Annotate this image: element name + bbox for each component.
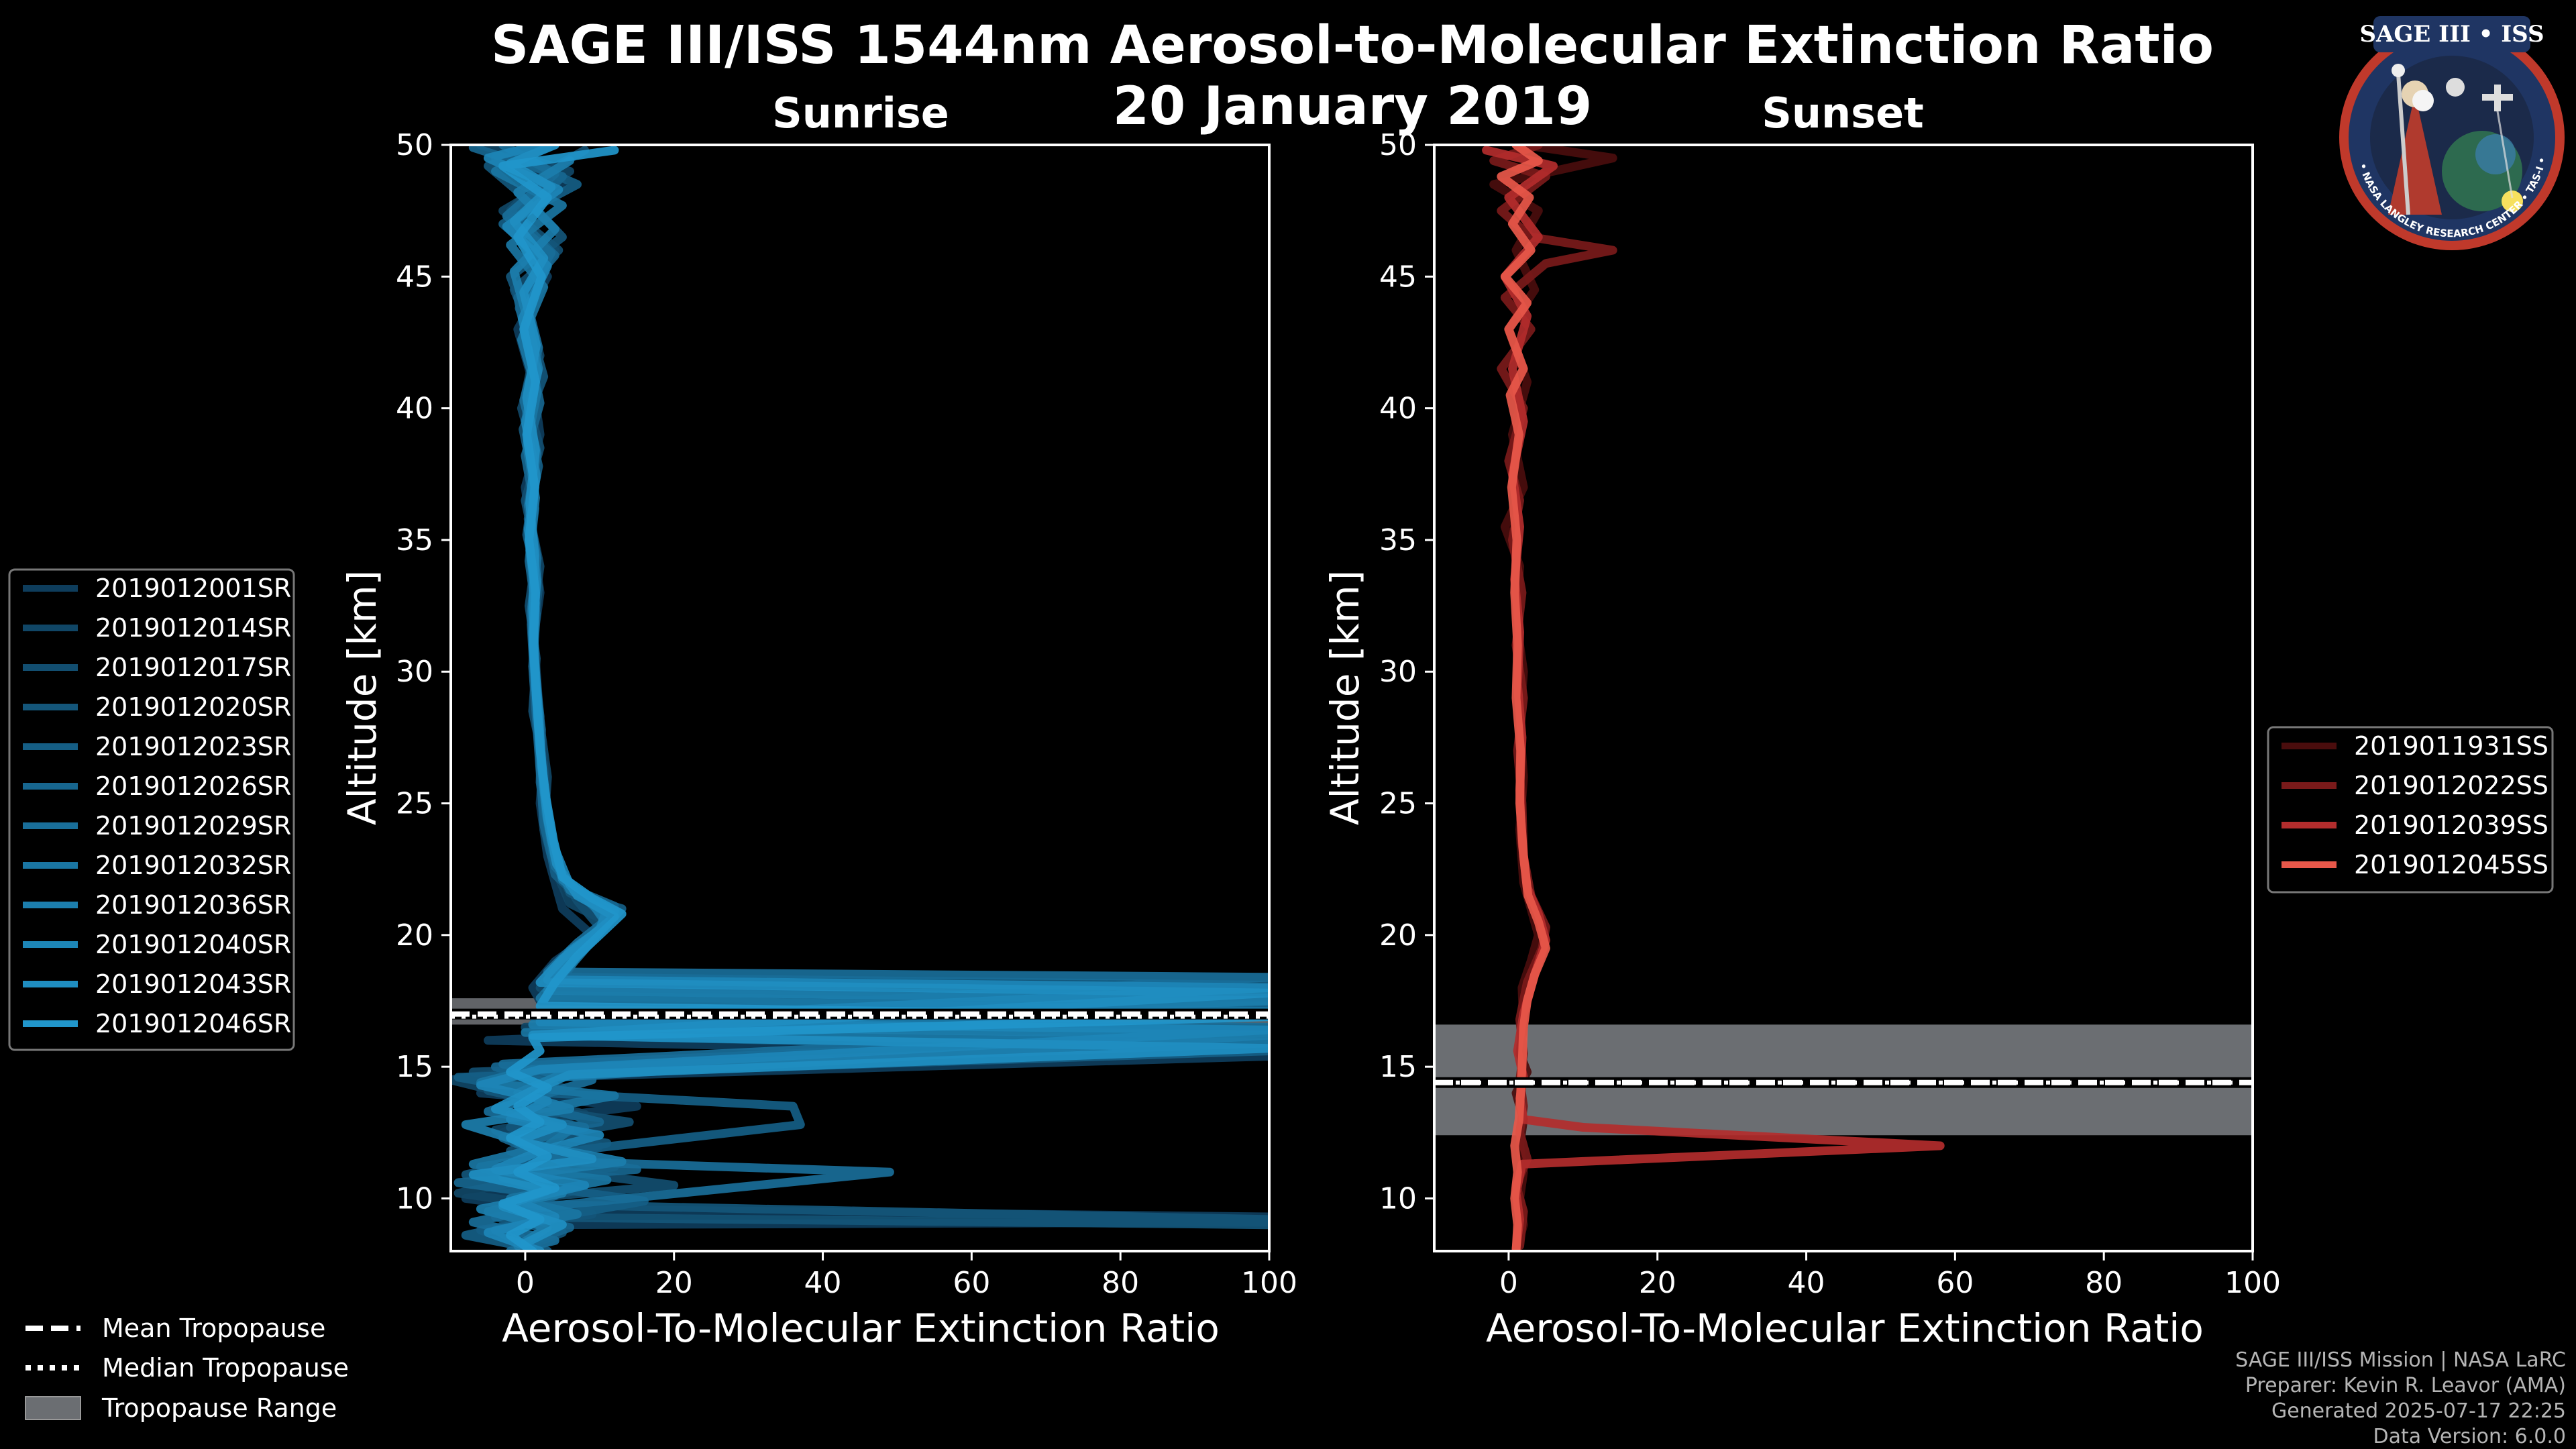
logo-figure-cloak-icon	[2388, 94, 2442, 215]
legend-label-2019012022SS: 2019012022SS	[2354, 771, 2548, 800]
logo-beam-icon	[2496, 107, 2514, 199]
credit-line-1: SAGE III/ISS Mission | NASA LaRC	[2235, 1348, 2566, 1372]
legend-label-2019012045SS: 2019012045SS	[2354, 850, 2548, 879]
tropopause-range-legend-label: Tropopause Range	[101, 1393, 337, 1423]
legend-label-2019012040SR: 2019012040SR	[95, 930, 291, 959]
credit-line-3: Generated 2025-07-17 22:25	[2271, 1399, 2566, 1423]
y-tick-label: 15	[396, 1050, 433, 1084]
legend-label-2019012014SR: 2019012014SR	[95, 613, 291, 643]
x-tick-label: 60	[1936, 1266, 1974, 1300]
median-tropopause-legend-label: Median Tropopause	[102, 1353, 349, 1383]
sunrise-plot: 0 20 40 60 80 100 10 15 20 25 30 35 40 45 50	[396, 128, 1297, 1300]
y-tick-label: 30	[396, 655, 433, 689]
legend-label-2019012023SR: 2019012023SR	[95, 732, 291, 761]
sunset-legend-entries: 2019011931SS 2019012022SS 2019012039SS 2019…	[2282, 731, 2548, 879]
y-tick-label: 35	[396, 523, 433, 557]
credit-line-4: Data Version: 6.0.0	[2373, 1425, 2566, 1448]
sunrise-legend-frame	[8, 568, 295, 1051]
x-tick-label: 40	[804, 1266, 842, 1300]
x-tick-label: 20	[655, 1266, 693, 1300]
legend-label-2019012017SR: 2019012017SR	[95, 653, 291, 682]
y-tick-label: 50	[396, 128, 433, 162]
y-tick-label: 10	[396, 1181, 433, 1216]
x-tick-label: 80	[2085, 1266, 2123, 1300]
tropopause-range-legend-swatch	[25, 1396, 81, 1420]
logo-title-text: SAGE III • ISS	[2359, 21, 2544, 48]
logo-ocean-icon	[2475, 134, 2516, 174]
sunset-panel-title: Sunset	[1762, 89, 1924, 138]
mean-tropopause-legend-label: Mean Tropopause	[102, 1313, 325, 1343]
y-tick-label: 25	[396, 787, 433, 821]
sunset-y-axis-label: Altitude [km]	[1322, 570, 1368, 825]
y-tick-label: 35	[1379, 523, 1417, 557]
x-tick-label: 0	[516, 1266, 535, 1300]
y-tick-label: 25	[1379, 787, 1417, 821]
x-tick-label: 60	[953, 1266, 990, 1300]
credit-line-2: Preparer: Kevin R. Leavor (AMA)	[2245, 1374, 2566, 1397]
y-tick-label: 10	[1379, 1181, 1417, 1216]
x-tick-label: 0	[1499, 1266, 1518, 1300]
y-tick-label: 40	[396, 392, 433, 426]
y-tick-label: 20	[396, 918, 433, 953]
legend-label-2019012043SR: 2019012043SR	[95, 969, 291, 999]
series-lines	[451, 145, 1269, 1251]
x-tick-label: 80	[1102, 1266, 1139, 1300]
series-line-2019012029SR	[468, 145, 1269, 1251]
figure-title: SAGE III/ISS 1544nm Aerosol-to-Molecular…	[491, 15, 2214, 76]
logo-staff-icon	[2396, 73, 2410, 215]
x-tick-label: 40	[1788, 1266, 1825, 1300]
legend-label-2019012026SR: 2019012026SR	[95, 771, 291, 801]
sunrise-legend-entries: 2019012001SR 2019012014SR 2019012017SR 2019…	[23, 574, 291, 1038]
series-lines	[1482, 145, 1945, 1251]
y-tick-label: 20	[1379, 918, 1417, 953]
series-line-2019012046SR	[498, 146, 1269, 1251]
series-line-2019012040SR	[476, 145, 1269, 1251]
tropopause-legend: Mean Tropopause Median Tropopause Tropop…	[25, 1313, 349, 1423]
sunrise-panel-title: Sunrise	[772, 89, 949, 138]
sunset-x-axis-label: Aerosol-To-Molecular Extinction Ratio	[1486, 1305, 2204, 1351]
sunset-legend: 2019011931SS 2019012022SS 2019012039SS 2019…	[2267, 726, 2554, 894]
legend-label-2019012046SR: 2019012046SR	[95, 1009, 291, 1038]
y-tick-label: 45	[1379, 260, 1417, 294]
sunset-legend-frame	[2267, 726, 2554, 894]
y-tick-label: 45	[396, 260, 433, 294]
legend-label-2019012032SR: 2019012032SR	[95, 851, 291, 880]
plot-frame	[1433, 144, 2254, 1252]
x-tick-label: 100	[1241, 1266, 1297, 1300]
y-tick-label: 15	[1379, 1050, 1417, 1084]
plot-frame	[449, 144, 1271, 1252]
legend-label-2019012020SR: 2019012020SR	[95, 692, 291, 722]
x-tick-label: 20	[1639, 1266, 1676, 1300]
sunset-plot: 0 20 40 60 80 100 10 15 20 25 30 35 40 45 50	[1379, 128, 2281, 1300]
legend-label-2019012029SR: 2019012029SR	[95, 811, 291, 841]
logo-moon-icon	[2446, 78, 2465, 97]
legend-label-2019012001SR: 2019012001SR	[95, 574, 291, 603]
sunrise-y-axis-label: Altitude [km]	[339, 570, 385, 825]
logo-figure-beard-icon	[2412, 90, 2434, 111]
sunrise-legend: 2019012001SR 2019012014SR 2019012017SR 2019…	[8, 568, 295, 1051]
logo-sun-icon	[2502, 191, 2523, 212]
y-tick-label: 40	[1379, 392, 1417, 426]
logo-staff-orb-icon	[2392, 64, 2405, 77]
legend-label-2019011931SS: 2019011931SS	[2354, 731, 2548, 761]
y-tick-label: 30	[1379, 655, 1417, 689]
series-line-2019012045SS	[1497, 145, 1550, 1251]
legend-label-2019012036SR: 2019012036SR	[95, 890, 291, 920]
figure-date: 20 January 2019	[1113, 76, 1593, 137]
sunrise-x-axis-label: Aerosol-To-Molecular Extinction Ratio	[502, 1305, 1220, 1351]
credits-block: SAGE III/ISS Mission | NASA LaRC Prepare…	[2235, 1348, 2566, 1448]
legend-label-2019012039SS: 2019012039SS	[2354, 810, 2548, 840]
y-tick-label: 50	[1379, 128, 1417, 162]
logo-banner	[2373, 16, 2530, 52]
series-line-2019012017SR	[468, 146, 1269, 1251]
x-tick-label: 100	[2224, 1266, 2281, 1300]
logo-iss-panel-icon	[2494, 85, 2501, 111]
